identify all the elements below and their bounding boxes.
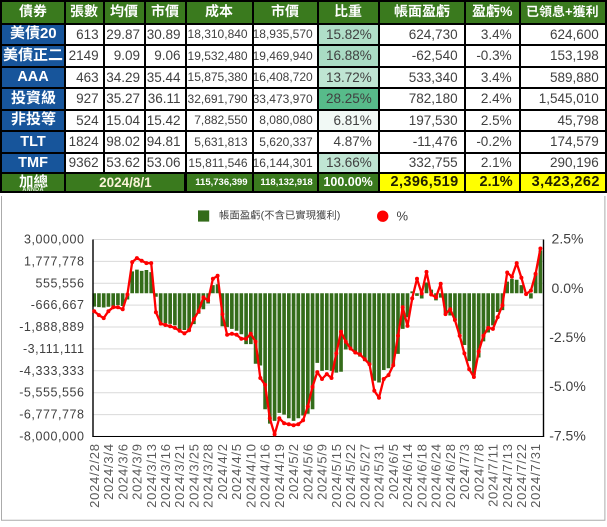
svg-text:2024/5/22: 2024/5/22 bbox=[343, 443, 358, 508]
svg-text:): ) bbox=[336, 210, 339, 221]
svg-text:-5.0%: -5.0% bbox=[549, 378, 586, 394]
svg-text:-666,667: -666,667 bbox=[31, 298, 85, 312]
svg-text:0.0%: 0.0% bbox=[552, 280, 584, 296]
svg-text:2024/6/18: 2024/6/18 bbox=[414, 443, 429, 508]
svg-text:2024/3/6: 2024/3/6 bbox=[115, 443, 130, 500]
svg-text:+: + bbox=[565, 4, 573, 19]
svg-text:2024/7/11: 2024/7/11 bbox=[486, 443, 501, 507]
svg-text:2024/3/13: 2024/3/13 bbox=[144, 443, 159, 508]
svg-text:2024/5/27: 2024/5/27 bbox=[357, 443, 372, 508]
svg-text:-8,000,000: -8,000,000 bbox=[19, 429, 84, 443]
svg-text:2024/3/9: 2024/3/9 bbox=[130, 443, 145, 500]
svg-text:2024/5/6: 2024/5/6 bbox=[300, 443, 315, 500]
svg-text:2024/4/16: 2024/4/16 bbox=[258, 443, 273, 508]
svg-text:2024/6/5: 2024/6/5 bbox=[386, 443, 401, 500]
svg-text:2024/6/28: 2024/6/28 bbox=[443, 443, 458, 508]
svg-text:2024/4/19: 2024/4/19 bbox=[272, 443, 287, 508]
svg-text:2024/7/8: 2024/7/8 bbox=[471, 443, 486, 500]
svg-text:-4,333,333: -4,333,333 bbox=[19, 364, 84, 378]
svg-text:2024/5/15: 2024/5/15 bbox=[329, 443, 344, 508]
svg-text:%: % bbox=[397, 208, 409, 223]
svg-text:2024/6/24: 2024/6/24 bbox=[429, 443, 444, 508]
svg-text:2024/2/28: 2024/2/28 bbox=[87, 443, 102, 508]
svg-text:2024/7/13: 2024/7/13 bbox=[500, 443, 515, 508]
svg-text:2024/5/31: 2024/5/31 bbox=[372, 443, 387, 508]
svg-text:2.5%: 2.5% bbox=[552, 231, 584, 247]
svg-text:2: 2 bbox=[40, 25, 48, 42]
svg-text:(: ( bbox=[260, 210, 264, 221]
svg-text:2024/4/5: 2024/4/5 bbox=[229, 443, 244, 500]
svg-text:%: % bbox=[500, 3, 513, 19]
svg-text:-1,888,889: -1,888,889 bbox=[19, 320, 84, 334]
svg-text:-7.5%: -7.5% bbox=[549, 428, 586, 444]
svg-text:2024/3/25: 2024/3/25 bbox=[187, 443, 202, 508]
svg-text:2024/3/21: 2024/3/21 bbox=[172, 443, 187, 508]
svg-text:1,777,778: 1,777,778 bbox=[24, 254, 85, 268]
svg-text:0: 0 bbox=[48, 25, 56, 42]
svg-text:2024/4/10: 2024/4/10 bbox=[243, 443, 258, 508]
svg-text:2024/7/22: 2024/7/22 bbox=[514, 443, 529, 508]
svg-text:2024/7/31: 2024/7/31 bbox=[528, 443, 543, 508]
svg-text:2024/3/4: 2024/3/4 bbox=[101, 443, 116, 500]
svg-text:-3,111,111: -3,111,111 bbox=[23, 342, 85, 356]
svg-text:2024/7/3: 2024/7/3 bbox=[457, 443, 472, 500]
svg-text:2024/6/14: 2024/6/14 bbox=[400, 443, 415, 508]
svg-text:2024/4/2: 2024/4/2 bbox=[215, 443, 230, 500]
svg-text:2024/3/16: 2024/3/16 bbox=[158, 443, 173, 508]
svg-text:-2.5%: -2.5% bbox=[549, 329, 586, 345]
svg-text:3,000,000: 3,000,000 bbox=[24, 233, 85, 247]
svg-text:-5,555,556: -5,555,556 bbox=[19, 386, 84, 400]
svg-text:-6,777,778: -6,777,778 bbox=[19, 408, 84, 422]
svg-text:2024/5/2: 2024/5/2 bbox=[286, 443, 301, 500]
svg-text:2024/5/9: 2024/5/9 bbox=[315, 443, 330, 500]
svg-text:555,556: 555,556 bbox=[35, 276, 84, 290]
svg-text:2024/3/28: 2024/3/28 bbox=[201, 443, 216, 508]
